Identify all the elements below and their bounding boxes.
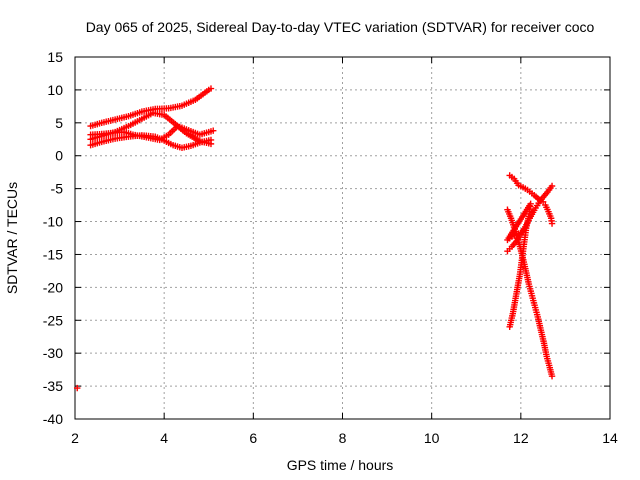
y-tick-label: -20 — [43, 279, 63, 295]
ticks: 2 4 6 8 10 12 14 15 10 5 0 -5 -10 -15 -20 -25 -30 -35 -40 — [43, 49, 618, 446]
x-tick-label: 4 — [160, 430, 168, 446]
x-tick-label: 10 — [424, 430, 440, 446]
y-tick-label: -35 — [43, 378, 63, 394]
data-points — [74, 85, 556, 392]
y-tick-label: -30 — [43, 345, 63, 361]
chart-title: Day 065 of 2025, Sidereal Day-to-day VTE… — [86, 19, 595, 35]
y-tick-label: 15 — [47, 49, 63, 65]
x-tick-label: 6 — [249, 430, 257, 446]
x-axis-label: GPS time / hours — [287, 457, 394, 473]
data-point — [74, 384, 81, 392]
data-point — [548, 373, 556, 380]
y-tick-label: 10 — [47, 82, 63, 98]
x-tick-label: 12 — [513, 430, 529, 446]
x-tick-label: 14 — [602, 430, 618, 446]
y-tick-label: -40 — [43, 411, 63, 427]
y-tick-label: 5 — [55, 115, 63, 131]
y-tick-label: -15 — [43, 246, 63, 262]
data-point — [207, 136, 215, 144]
y-axis-label: SDTVAR / TECUs — [4, 182, 20, 294]
data-point — [548, 182, 556, 190]
data-point — [519, 228, 527, 235]
data-point — [548, 220, 556, 227]
x-tick-label: 2 — [71, 430, 79, 446]
y-tick-label: -25 — [43, 312, 63, 328]
y-tick-label: 0 — [55, 148, 63, 164]
data-point — [210, 127, 217, 134]
y-tick-label: -5 — [51, 181, 64, 197]
x-tick-label: 8 — [339, 430, 347, 446]
y-tick-label: -10 — [43, 214, 63, 230]
data-point — [207, 85, 215, 92]
